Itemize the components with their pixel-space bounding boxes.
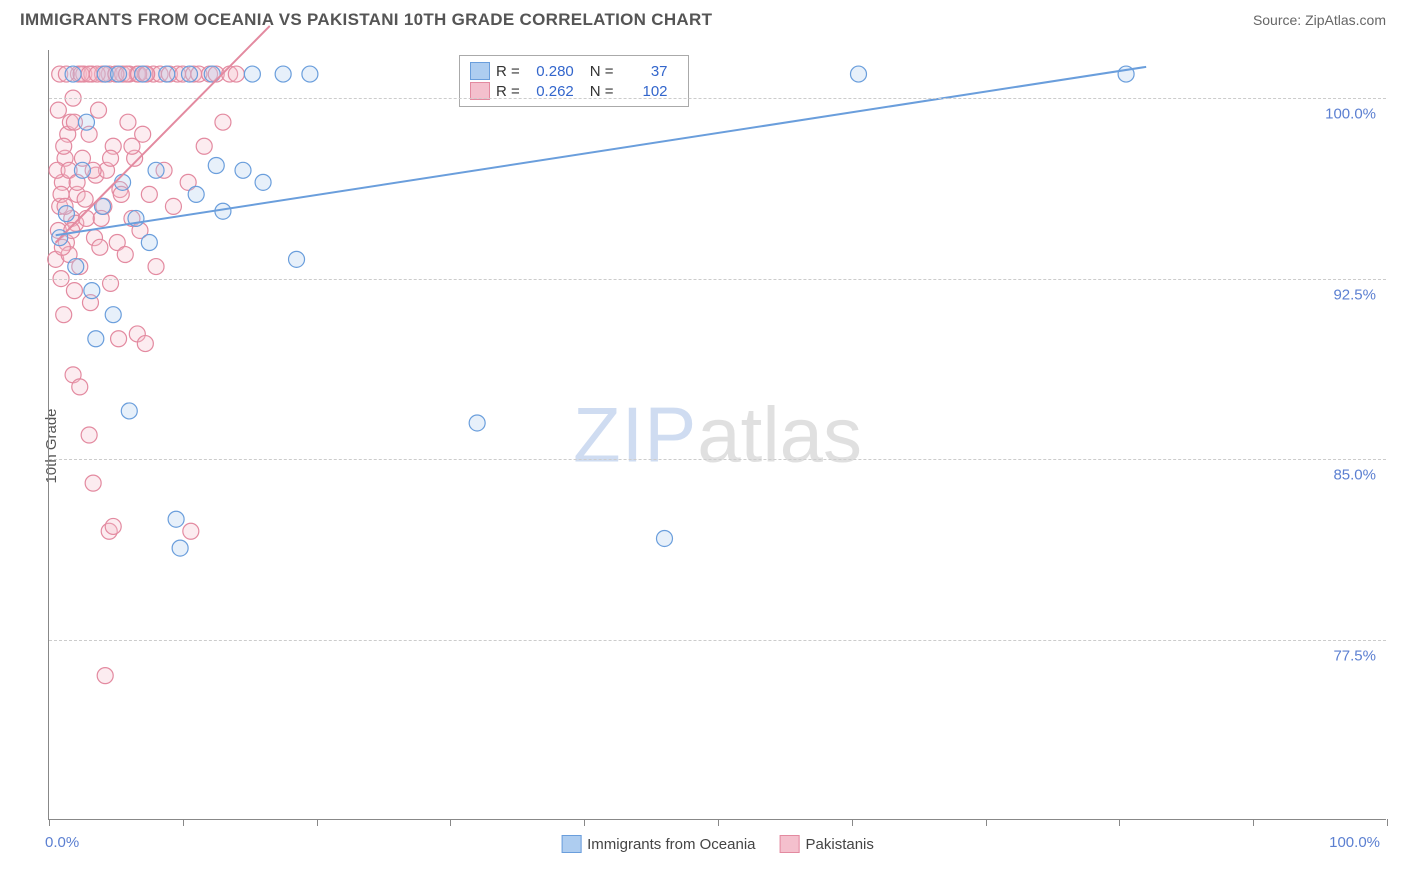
data-point-pakistanis bbox=[85, 475, 101, 491]
r-pakistanis: 0.262 bbox=[526, 83, 574, 100]
x-tick bbox=[1387, 819, 1388, 826]
x-tick bbox=[183, 819, 184, 826]
data-point-pakistanis bbox=[215, 114, 231, 130]
data-point-oceania bbox=[172, 540, 188, 556]
data-point-pakistanis bbox=[196, 138, 212, 154]
data-point-oceania bbox=[111, 66, 127, 82]
data-point-pakistanis bbox=[120, 114, 136, 130]
swatch-oceania bbox=[470, 62, 490, 80]
data-point-pakistanis bbox=[228, 66, 244, 82]
x-tick bbox=[1253, 819, 1254, 826]
data-point-pakistanis bbox=[141, 186, 157, 202]
x-tick bbox=[852, 819, 853, 826]
data-point-oceania bbox=[181, 66, 197, 82]
n-pakistanis: 102 bbox=[620, 83, 668, 100]
data-point-oceania bbox=[850, 66, 866, 82]
data-point-oceania bbox=[58, 206, 74, 222]
x-tick-label: 100.0% bbox=[1329, 834, 1380, 851]
source-label: Source: ZipAtlas.com bbox=[1253, 12, 1386, 28]
legend-label-pakistanis: Pakistanis bbox=[806, 836, 874, 853]
data-point-pakistanis bbox=[105, 518, 121, 534]
data-point-pakistanis bbox=[117, 247, 133, 263]
data-point-oceania bbox=[105, 307, 121, 323]
data-point-pakistanis bbox=[137, 336, 153, 352]
gridline bbox=[49, 459, 1386, 460]
gridline bbox=[49, 640, 1386, 641]
x-tick bbox=[1119, 819, 1120, 826]
data-point-oceania bbox=[141, 235, 157, 251]
data-point-oceania bbox=[168, 511, 184, 527]
x-tick bbox=[718, 819, 719, 826]
data-point-pakistanis bbox=[56, 307, 72, 323]
data-point-pakistanis bbox=[148, 259, 164, 275]
chart-svg bbox=[49, 50, 1386, 819]
x-tick bbox=[49, 819, 50, 826]
data-point-pakistanis bbox=[66, 283, 82, 299]
x-tick bbox=[986, 819, 987, 826]
x-tick bbox=[317, 819, 318, 826]
data-point-oceania bbox=[302, 66, 318, 82]
data-point-oceania bbox=[469, 415, 485, 431]
data-point-oceania bbox=[65, 66, 81, 82]
data-point-oceania bbox=[275, 66, 291, 82]
data-point-pakistanis bbox=[72, 379, 88, 395]
data-point-pakistanis bbox=[56, 138, 72, 154]
data-point-oceania bbox=[78, 114, 94, 130]
data-point-oceania bbox=[68, 259, 84, 275]
x-tick bbox=[450, 819, 451, 826]
y-tick-label: 77.5% bbox=[1333, 647, 1376, 664]
data-point-oceania bbox=[656, 530, 672, 546]
data-point-pakistanis bbox=[103, 150, 119, 166]
gridline bbox=[49, 98, 1386, 99]
data-point-oceania bbox=[208, 158, 224, 174]
data-point-oceania bbox=[235, 162, 251, 178]
chart-header: IMMIGRANTS FROM OCEANIA VS PAKISTANI 10T… bbox=[0, 0, 1406, 36]
data-point-oceania bbox=[74, 162, 90, 178]
data-point-oceania bbox=[135, 66, 151, 82]
data-point-oceania bbox=[121, 403, 137, 419]
data-point-pakistanis bbox=[97, 668, 113, 684]
gridline bbox=[49, 279, 1386, 280]
correlation-legend: R = 0.280 N = 37 R = 0.262 N = 102 bbox=[459, 55, 689, 107]
x-tick-label: 0.0% bbox=[45, 834, 79, 851]
plot-area: ZIPatlas R = 0.280 N = 37 R = 0.262 N = … bbox=[48, 50, 1386, 820]
data-point-oceania bbox=[88, 331, 104, 347]
data-point-pakistanis bbox=[92, 239, 108, 255]
data-point-pakistanis bbox=[81, 427, 97, 443]
data-point-oceania bbox=[289, 251, 305, 267]
data-point-pakistanis bbox=[165, 198, 181, 214]
data-point-oceania bbox=[115, 174, 131, 190]
y-tick-label: 85.0% bbox=[1333, 467, 1376, 484]
swatch-pakistanis-b bbox=[780, 835, 800, 853]
data-point-pakistanis bbox=[77, 191, 93, 207]
swatch-oceania-b bbox=[561, 835, 581, 853]
legend-item-oceania: Immigrants from Oceania bbox=[561, 835, 755, 853]
data-point-pakistanis bbox=[50, 102, 66, 118]
y-tick-label: 100.0% bbox=[1325, 106, 1376, 123]
data-point-oceania bbox=[84, 283, 100, 299]
data-point-pakistanis bbox=[124, 138, 140, 154]
data-point-oceania bbox=[148, 162, 164, 178]
data-point-oceania bbox=[244, 66, 260, 82]
r-oceania: 0.280 bbox=[526, 63, 574, 80]
chart-title: IMMIGRANTS FROM OCEANIA VS PAKISTANI 10T… bbox=[20, 10, 712, 30]
data-point-pakistanis bbox=[183, 523, 199, 539]
legend-row-oceania: R = 0.280 N = 37 bbox=[470, 62, 678, 80]
legend-label-oceania: Immigrants from Oceania bbox=[587, 836, 755, 853]
legend-item-pakistanis: Pakistanis bbox=[780, 835, 874, 853]
n-oceania: 37 bbox=[620, 63, 668, 80]
data-point-pakistanis bbox=[111, 331, 127, 347]
data-point-oceania bbox=[255, 174, 271, 190]
y-tick-label: 92.5% bbox=[1333, 286, 1376, 303]
data-point-oceania bbox=[188, 186, 204, 202]
data-point-oceania bbox=[159, 66, 175, 82]
data-point-pakistanis bbox=[91, 102, 107, 118]
x-tick bbox=[584, 819, 585, 826]
series-legend: Immigrants from Oceania Pakistanis bbox=[561, 835, 874, 853]
